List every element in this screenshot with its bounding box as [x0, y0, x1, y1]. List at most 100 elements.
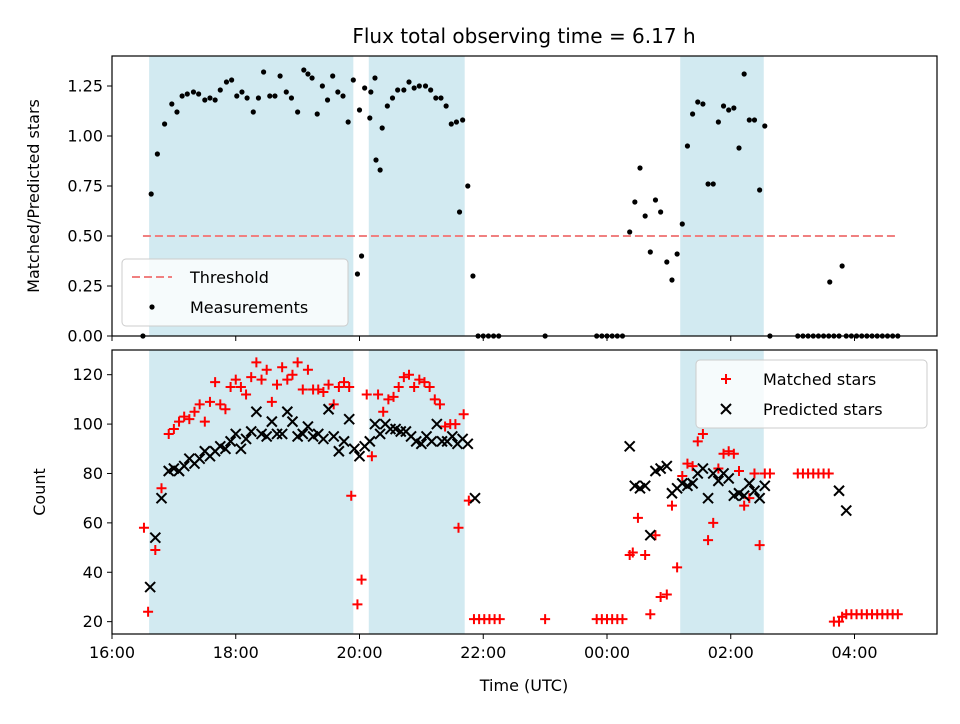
bottom-matched-point	[414, 374, 425, 385]
top-measurement-point	[223, 79, 230, 85]
top-measurement-point	[470, 273, 476, 279]
top-measurement-point	[827, 279, 833, 285]
bottom-matched-point	[179, 411, 190, 422]
top-measurement-point	[443, 103, 449, 109]
top-measurement-point	[373, 157, 379, 163]
top-measurement-point	[422, 83, 429, 89]
bottom-predicted-point	[446, 430, 459, 443]
top-measurement-point	[664, 259, 670, 265]
bottom-predicted-point	[343, 413, 355, 425]
top-measurement-point	[301, 67, 307, 73]
bottom-predicted-point	[193, 452, 206, 465]
bottom-matched-point	[378, 406, 389, 417]
bottom-panel-frame	[111, 349, 938, 635]
bottom-predicted-point	[469, 492, 481, 504]
bottom-matched-point	[404, 369, 414, 380]
bottom-predicted-point	[286, 415, 299, 428]
bottom-predicted-point	[235, 443, 247, 455]
top-measurement-point	[762, 123, 768, 129]
top-measurement-point	[335, 89, 341, 95]
bottom-matched-point	[184, 414, 195, 425]
top-measurement-point	[460, 117, 466, 123]
top-measurement-point	[179, 93, 185, 99]
top-measurement-point	[212, 97, 218, 103]
bottom-matched-point	[718, 448, 729, 459]
bottom-matched-point	[356, 574, 367, 585]
legend-measurements-swatch	[149, 304, 155, 310]
top-measurement-point	[196, 91, 202, 97]
bottom-predicted-point	[245, 425, 257, 438]
top-measurement-point	[169, 101, 175, 107]
bottom-matched-point	[215, 399, 226, 410]
bottom-matched-point	[256, 374, 267, 385]
bottom-predicted-point	[840, 504, 852, 517]
bottom-predicted-point	[271, 428, 283, 440]
bottom-matched-point	[174, 416, 185, 427]
top-measurement-point	[379, 125, 385, 131]
bottom-matched-point	[645, 609, 656, 620]
top-measurement-point	[234, 93, 240, 99]
top-measurement-point	[731, 105, 737, 111]
top-ytick-label: 0.25	[67, 277, 103, 296]
top-measurement-point	[345, 119, 351, 125]
bottom-matched-point	[429, 394, 440, 405]
bottom-xtick-label: 16:00	[89, 643, 135, 662]
bottom-ytick-label: 40	[83, 563, 103, 582]
top-shaded-interval	[680, 56, 764, 336]
bottom-matched-point	[163, 428, 174, 439]
top-measurement-point	[154, 151, 160, 157]
bottom-matched-point	[650, 530, 661, 541]
bottom-predicted-point	[149, 531, 162, 544]
bottom-matched-point	[313, 384, 324, 395]
bottom-matched-point	[677, 470, 688, 481]
bottom-matched-point	[199, 416, 210, 427]
legend-predicted-label: Predicted stars	[763, 400, 883, 419]
top-measurement-point	[411, 85, 417, 91]
bottom-matched-point	[194, 399, 205, 410]
top-measurement-point	[448, 121, 454, 127]
bottom-predicted-point	[425, 435, 438, 448]
top-measurement-point	[244, 95, 250, 101]
bottom-matched-point	[398, 372, 409, 383]
top-measurement-point	[362, 85, 368, 91]
bottom-xtick-label: 02:00	[708, 643, 754, 662]
bottom-matched-point	[282, 374, 293, 385]
top-measurement-point	[277, 73, 283, 79]
bottom-predicted-point	[317, 433, 330, 445]
bottom-matched-point	[655, 591, 666, 602]
top-measurement-point	[395, 87, 401, 93]
top-measurement-point	[389, 95, 396, 101]
top-measurement-point	[190, 89, 197, 95]
top-measurement-point	[330, 73, 336, 79]
bottom-predicted-point	[353, 450, 366, 462]
top-panel-marks	[140, 67, 901, 339]
bottom-matched-point	[617, 614, 628, 625]
bottom-predicted-point	[722, 472, 735, 485]
bottom-matched-point	[749, 468, 760, 479]
bottom-matched-point	[697, 428, 708, 439]
bottom-ytick-label: 100	[72, 415, 103, 434]
bottom-matched-point	[424, 382, 435, 393]
top-measurement-point	[652, 197, 659, 203]
top-measurement-point	[324, 97, 331, 103]
top-measurement-point	[428, 87, 434, 93]
bottom-matched-point	[393, 382, 404, 393]
top-panel-axes: 0.00 0.25 0.50 0.75 1.00 1.25	[67, 77, 855, 346]
bottom-matched-point	[739, 500, 750, 511]
top-measurement-point	[161, 121, 168, 127]
top-measurement-point	[340, 93, 346, 99]
bottom-matched-point	[344, 382, 355, 393]
bottom-predicted-point	[654, 462, 667, 475]
top-measurement-point	[272, 93, 278, 99]
bottom-matched-point	[225, 382, 236, 393]
top-measurement-point	[632, 199, 638, 205]
top-measurement-point	[642, 213, 648, 219]
top-measurement-point	[305, 71, 311, 77]
top-measurement-point	[368, 89, 374, 95]
bottom-matched-point	[220, 404, 231, 415]
bottom-matched-point	[419, 377, 430, 388]
top-measurement-point	[288, 95, 295, 101]
top-measurement-point	[839, 263, 845, 269]
top-measurement-point	[174, 109, 180, 115]
top-measurement-point	[720, 103, 727, 109]
